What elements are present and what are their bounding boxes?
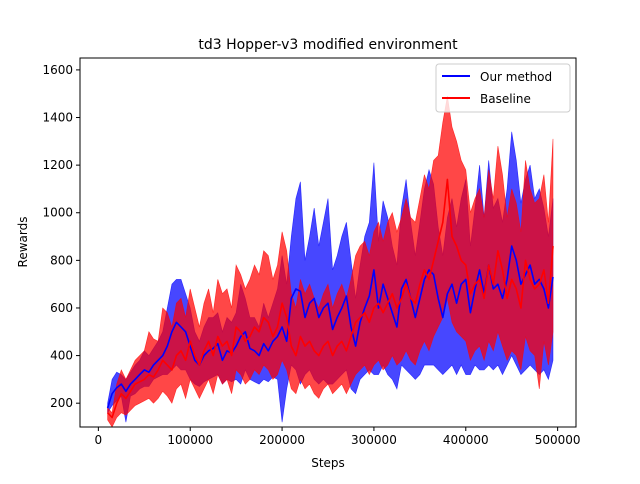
y-tick-label: 1200 — [42, 158, 73, 172]
y-tick-label: 1600 — [42, 63, 73, 77]
x-tick-label: 200000 — [259, 433, 305, 447]
legend-label-our-method: Our method — [480, 70, 552, 84]
line-baseline — [107, 178, 554, 419]
plot-frame — [79, 57, 577, 428]
axes: 0 100000 200000 300000 400000 500000 200 400 600… — [42, 63, 580, 447]
y-tick-label: 400 — [50, 349, 73, 363]
line-our-method — [106, 245, 554, 409]
x-tick-label: 300000 — [351, 433, 397, 447]
y-tick-label: 1400 — [42, 111, 73, 125]
plot-area — [106, 96, 554, 428]
x-tick-label: 500000 — [535, 433, 581, 447]
x-tick-label: 0 — [95, 433, 103, 447]
band-baseline — [107, 96, 554, 428]
y-tick-label: 1000 — [42, 206, 73, 220]
x-axis-label: Steps — [311, 456, 345, 470]
x-tick-label: 400000 — [443, 433, 489, 447]
y-tick-label: 200 — [50, 396, 73, 410]
legend-label-baseline: Baseline — [480, 92, 531, 106]
legend: Our method Baseline — [435, 63, 571, 113]
y-tick-label: 800 — [50, 253, 73, 267]
chart-title: td3 Hopper-v3 modified environment — [198, 37, 458, 53]
y-axis-label: Rewards — [16, 217, 30, 268]
y-tick-label: 600 — [50, 301, 73, 315]
x-tick-label: 100000 — [167, 433, 213, 447]
